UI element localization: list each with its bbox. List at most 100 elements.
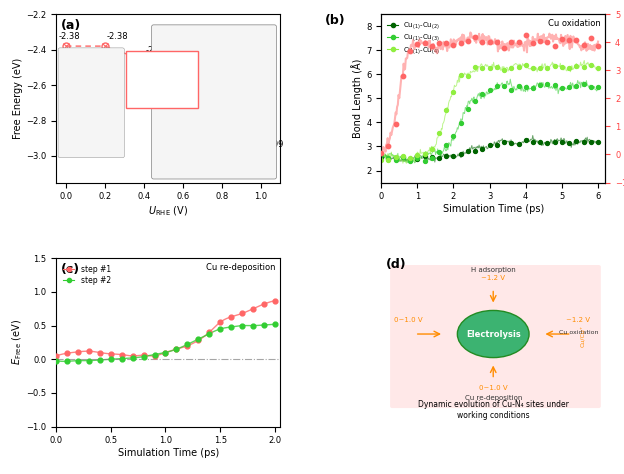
- Point: [514, 140, 524, 147]
- Point: [550, 81, 560, 88]
- Point: [449, 88, 459, 96]
- FancyBboxPatch shape: [152, 25, 276, 179]
- Point: [427, 155, 437, 162]
- Point: [550, 138, 560, 146]
- Point: [521, 61, 531, 68]
- Point: [535, 37, 545, 45]
- Text: Cu re-deposition: Cu re-deposition: [207, 264, 276, 273]
- Point: [434, 154, 444, 162]
- Point: [470, 33, 480, 41]
- Point: [182, 341, 192, 348]
- Point: [477, 90, 487, 98]
- Point: [383, 157, 393, 164]
- Point: [95, 349, 105, 356]
- Point: [492, 82, 502, 90]
- Point: [572, 63, 582, 70]
- Point: [477, 64, 487, 72]
- X-axis label: $U_{\mathrm{RHE}}$ (V): $U_{\mathrm{RHE}}$ (V): [148, 204, 188, 218]
- Point: [506, 86, 516, 94]
- Point: [514, 38, 524, 46]
- Legend: step #1, step #2: step #1, step #2: [60, 262, 114, 288]
- Point: [215, 325, 225, 333]
- Point: [492, 39, 502, 46]
- Point: [506, 38, 516, 46]
- Text: Electrolysis: Electrolysis: [466, 329, 520, 338]
- Point: [463, 37, 473, 45]
- Point: [376, 151, 386, 159]
- Point: [376, 150, 386, 157]
- Point: [248, 305, 258, 312]
- Text: ~1.2 V: ~1.2 V: [481, 275, 505, 281]
- Point: [106, 350, 116, 358]
- Point: [463, 147, 473, 155]
- Point: [499, 138, 509, 146]
- Point: [586, 35, 596, 42]
- Text: -2.99: -2.99: [263, 140, 284, 149]
- Point: [172, 346, 182, 353]
- Point: [391, 154, 401, 162]
- Text: Cu oxidation: Cu oxidation: [548, 19, 601, 28]
- Point: [542, 64, 552, 72]
- Point: [456, 150, 466, 158]
- Point: [139, 353, 149, 360]
- Point: [528, 39, 538, 46]
- Point: [586, 138, 596, 146]
- Point: [160, 349, 170, 356]
- Point: [398, 73, 408, 80]
- Point: [237, 310, 247, 317]
- Point: [62, 357, 72, 365]
- Point: [535, 64, 545, 72]
- Point: [564, 36, 574, 44]
- Point: [434, 40, 444, 47]
- Text: Cu/Cu⁺: Cu/Cu⁺: [580, 325, 585, 347]
- Text: -2.62: -2.62: [185, 74, 207, 83]
- Point: [477, 38, 487, 46]
- Point: [139, 351, 149, 359]
- Point: [477, 145, 487, 153]
- Point: [270, 320, 280, 328]
- Point: [84, 357, 94, 365]
- Legend: Cu$_{(1)}$-Cu$_{(2)}$, Cu$_{(1)}$-Cu$_{(3)}$, Cu$_{(1)}$-Cu$_{(4)}$: Cu$_{(1)}$-Cu$_{(2)}$, Cu$_{(1)}$-Cu$_{(…: [384, 18, 443, 58]
- Point: [449, 152, 459, 160]
- Point: [506, 139, 516, 147]
- Point: [528, 64, 538, 72]
- Point: [463, 72, 473, 80]
- Point: [182, 342, 192, 350]
- Text: Cu oxidation: Cu oxidation: [558, 330, 598, 335]
- Point: [485, 86, 495, 94]
- Point: [586, 62, 596, 69]
- X-axis label: Simulation Time (ps): Simulation Time (ps): [117, 448, 219, 458]
- Text: 0~1.0 V: 0~1.0 V: [394, 317, 422, 323]
- Point: [456, 119, 466, 127]
- Point: [73, 348, 83, 356]
- Point: [542, 38, 552, 46]
- Text: -2.38: -2.38: [107, 32, 129, 41]
- Point: [427, 43, 437, 50]
- Point: [485, 64, 495, 72]
- Point: [376, 156, 386, 164]
- Text: (c): (c): [61, 264, 80, 276]
- Point: [259, 321, 269, 329]
- Text: -2.82: -2.82: [224, 110, 245, 119]
- Point: [412, 154, 422, 161]
- Point: [150, 351, 160, 358]
- Point: [514, 82, 524, 90]
- Point: [572, 82, 582, 90]
- Point: [499, 67, 509, 74]
- Point: [419, 157, 429, 165]
- Point: [391, 157, 401, 164]
- Point: [160, 349, 170, 356]
- Text: Dynamic evolution of Cu-N₄ sites under
working conditions: Dynamic evolution of Cu-N₄ sites under w…: [418, 401, 568, 420]
- Point: [398, 153, 408, 160]
- Point: [542, 81, 552, 88]
- Point: [51, 357, 61, 365]
- Point: [499, 44, 509, 52]
- Point: [586, 83, 596, 91]
- Point: [485, 142, 495, 149]
- Point: [521, 83, 531, 91]
- Text: H adsorption: H adsorption: [471, 267, 515, 273]
- Point: [535, 138, 545, 146]
- Point: [95, 356, 105, 364]
- Point: [434, 129, 444, 137]
- Text: (a): (a): [61, 19, 81, 32]
